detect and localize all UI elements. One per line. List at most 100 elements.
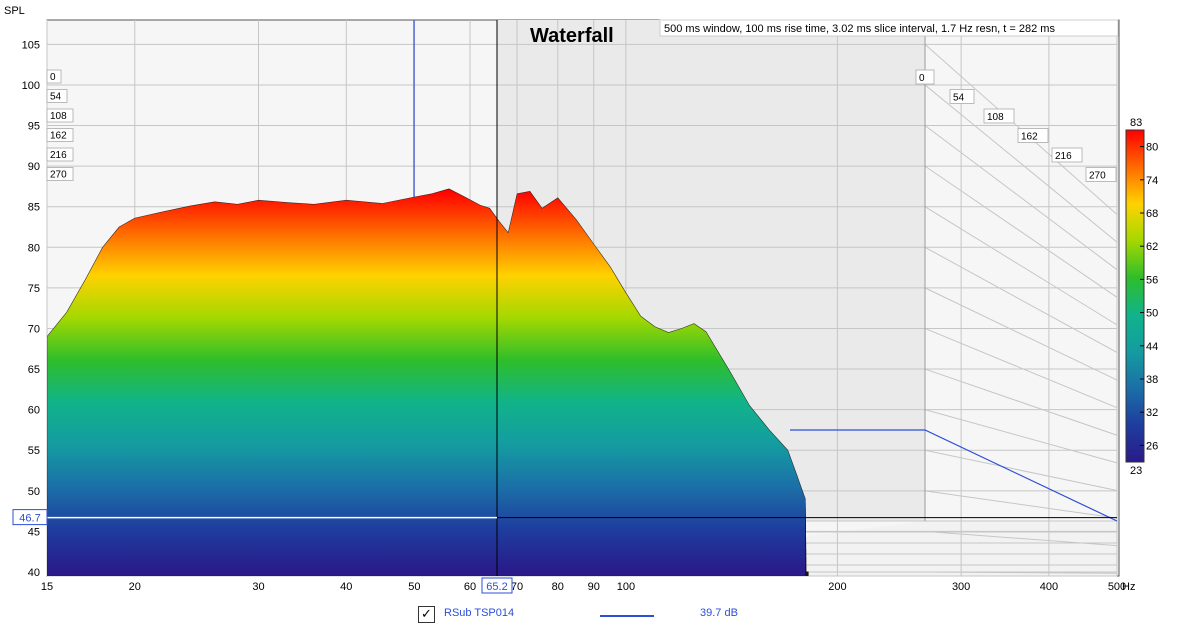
series-value: 39.7 dB <box>700 607 738 619</box>
svg-text:162: 162 <box>50 131 67 142</box>
series-name[interactable]: RSub TSP014 <box>444 607 515 619</box>
plot-area <box>46 19 1120 577</box>
colorbar-tick-label: 32 <box>1146 407 1158 419</box>
colorbar-tick-label: 26 <box>1146 440 1158 452</box>
svg-text:216: 216 <box>50 150 67 161</box>
svg-text:54: 54 <box>50 92 62 103</box>
x-tick-label: 60 <box>464 581 476 593</box>
x-tick-label: 500 <box>1108 581 1126 593</box>
svg-text:108: 108 <box>50 111 67 122</box>
x-tick-label: 200 <box>828 581 846 593</box>
x-tick-label: 300 <box>952 581 970 593</box>
x-tick-label: 80 <box>552 581 564 593</box>
time-label-right: 54 <box>949 89 975 104</box>
series-trace-back <box>790 429 1118 522</box>
colorbar-tick-label: 62 <box>1146 241 1158 253</box>
svg-text:216: 216 <box>1055 151 1072 162</box>
svg-text:162: 162 <box>1021 132 1038 143</box>
colorbar-tick-label: 50 <box>1146 308 1158 320</box>
x-axis-unit: Hz <box>1122 581 1135 593</box>
x-tick-label: 400 <box>1040 581 1058 593</box>
time-label-left: 270 <box>46 167 74 181</box>
time-labels-right: 0 54 108 162 216 270 <box>915 69 1117 182</box>
y-tick-label: 100 <box>22 80 40 92</box>
grid-line-side-persp <box>924 490 1118 519</box>
floor <box>47 521 1117 576</box>
grid-line-side-persp <box>924 165 1118 298</box>
x-tick-label: 70 <box>511 581 523 593</box>
time-label-left: 0 <box>46 69 62 84</box>
svg-text:65.2: 65.2 <box>486 581 507 593</box>
colorbar-gradient <box>1125 129 1145 463</box>
svg-text:46.7: 46.7 <box>19 513 40 525</box>
chart-title-group: Waterfall <box>530 25 614 47</box>
y-tick-label: 85 <box>28 202 40 214</box>
time-label-left: 54 <box>46 89 68 103</box>
grid-line-side-persp <box>924 125 1118 271</box>
svg-text:270: 270 <box>50 170 67 181</box>
y-tick-label: 105 <box>22 39 40 51</box>
x-tick-label: 100 <box>617 581 635 593</box>
grid-line-side-persp <box>924 246 1118 353</box>
legend-row: ✓ RSub TSP014 39.7 dB <box>0 603 1200 627</box>
waterfall-slice <box>47 188 806 576</box>
y-axis-label-group: SPL <box>4 5 25 17</box>
colorbar-tick-label: 80 <box>1146 142 1158 154</box>
y-tick-label: 55 <box>28 445 40 457</box>
y-tick-label: 60 <box>28 405 40 417</box>
cursor-x-readout: 65.2 <box>481 577 513 594</box>
colorbar-tick-label: 44 <box>1146 341 1158 353</box>
colorbar-min-label: 23 <box>1130 465 1142 477</box>
y-axis-label: SPL <box>4 5 25 17</box>
time-label-right: 216 <box>1051 147 1083 163</box>
grid-line-side-persp <box>924 206 1118 326</box>
time-label-right: 270 <box>1085 167 1117 182</box>
colorbar: 83 23 80 74 68 62 56 50 44 38 32 26 <box>1125 117 1158 477</box>
colorbar-tick-label: 74 <box>1146 175 1158 187</box>
waterfall-slices <box>47 188 809 576</box>
svg-text:0: 0 <box>919 73 925 84</box>
grid-line-side-persp <box>924 287 1118 381</box>
colorbar-tick-label: 56 <box>1146 274 1158 286</box>
grid-line-side-persp <box>924 409 1118 464</box>
time-labels-left: 0 54 108 162 216 270 <box>46 69 74 181</box>
x-tick-label: 30 <box>252 581 264 593</box>
y-axis-ticks: 40 45 50 55 60 65 70 75 80 85 90 95 100 105 <box>22 39 40 579</box>
grid-line-side-persp <box>924 449 1118 491</box>
time-label-right: 162 <box>1017 128 1049 143</box>
cursor[interactable]: 46.7 65.2 <box>12 20 1117 594</box>
x-tick-label: 90 <box>588 581 600 593</box>
time-label-right: 108 <box>983 108 1015 124</box>
chart-title: Waterfall <box>530 25 614 47</box>
y-tick-label: 65 <box>28 364 40 376</box>
x-tick-label: 20 <box>129 581 141 593</box>
y-tick-label: 80 <box>28 242 40 254</box>
time-label-left: 162 <box>46 128 74 142</box>
x-tick-label: 15 <box>41 581 53 593</box>
x-tick-label: 40 <box>340 581 352 593</box>
y-tick-label: 50 <box>28 486 40 498</box>
x-tick-label: 50 <box>408 581 420 593</box>
y-tick-label: 95 <box>28 121 40 133</box>
grid-line-side-persp <box>924 328 1118 409</box>
cursor-y-readout: 46.7 <box>12 509 48 526</box>
y-tick-label: 75 <box>28 283 40 295</box>
grid-line-side-persp <box>924 571 1118 574</box>
x-axis-ticks: 15 20 30 40 50 60 70 80 90 100 200 300 400 500 <box>41 581 1126 593</box>
svg-text:54: 54 <box>953 93 965 104</box>
svg-text:108: 108 <box>987 112 1004 123</box>
y-tick-label: 40 <box>28 567 40 579</box>
time-label-left: 108 <box>46 108 74 123</box>
series-checkbox[interactable]: ✓ <box>418 606 435 623</box>
time-label-right: 0 <box>915 69 935 85</box>
series-line-swatch <box>600 615 654 617</box>
svg-text:0: 0 <box>50 72 56 83</box>
y-tick-label: 45 <box>28 526 40 538</box>
svg-text:270: 270 <box>1089 171 1106 182</box>
colorbar-tick-label: 68 <box>1146 208 1158 220</box>
colorbar-max-label: 83 <box>1130 117 1142 129</box>
grid-line-side-persp <box>924 84 1118 243</box>
colorbar-tick-label: 38 <box>1146 374 1158 386</box>
time-label-left: 216 <box>46 147 74 162</box>
